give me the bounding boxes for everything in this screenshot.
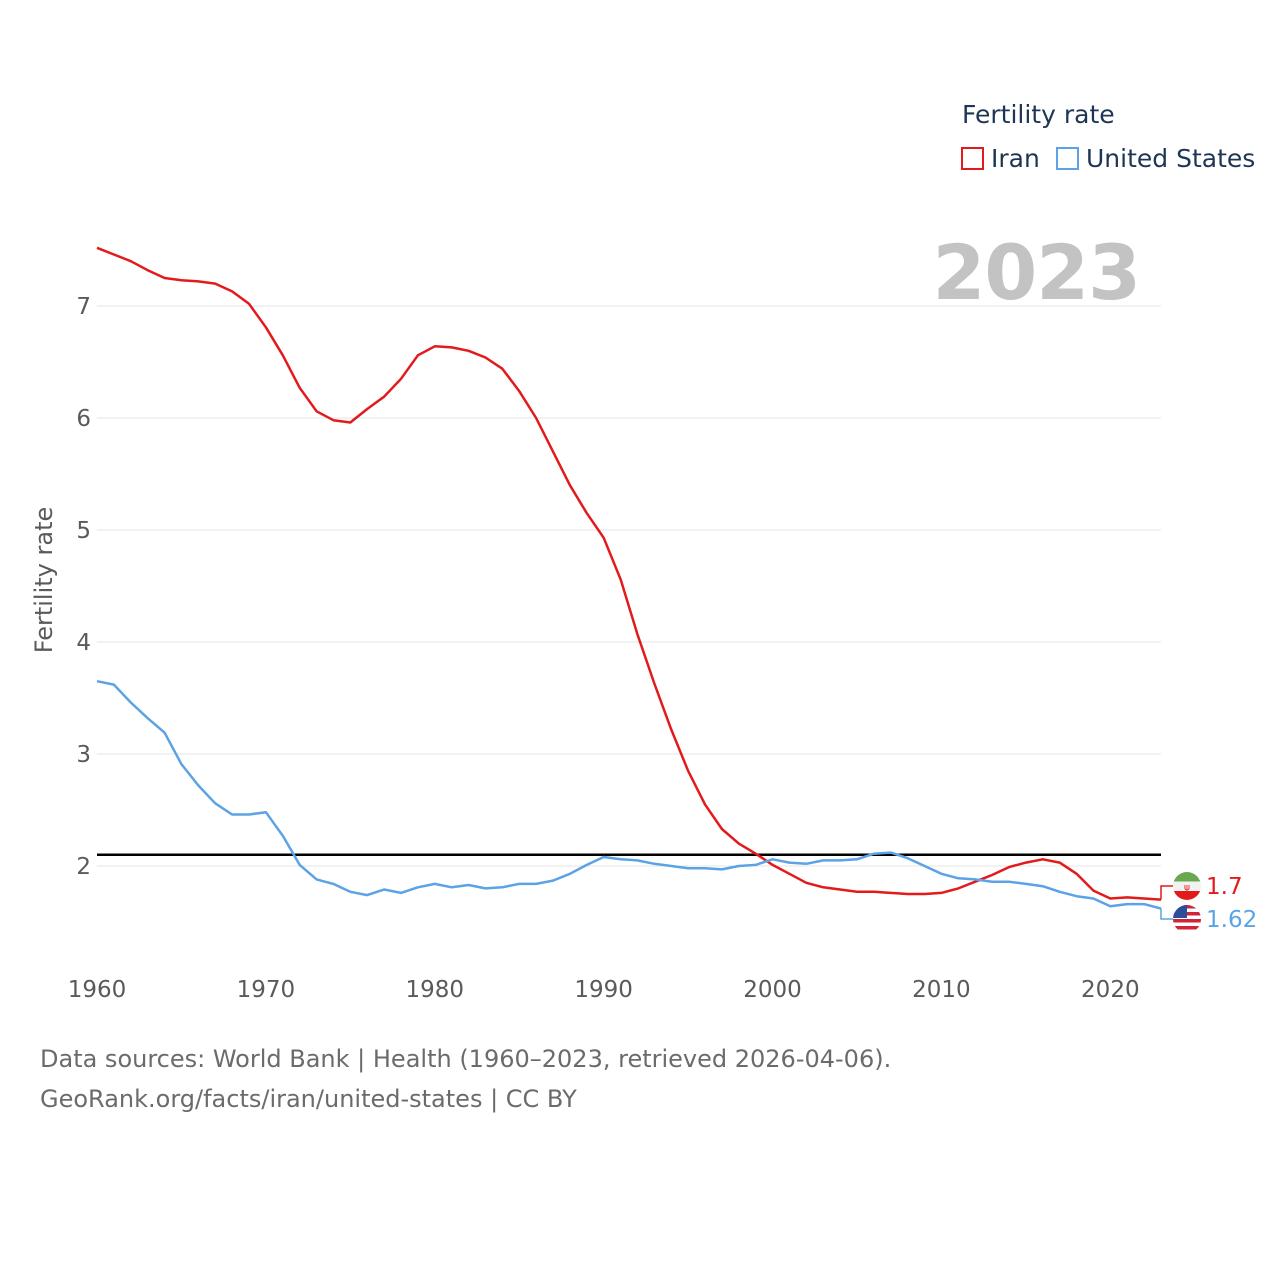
end-value-united-states: 1.62 xyxy=(1206,907,1257,933)
x-tick-label: 1970 xyxy=(237,977,296,1003)
x-tick-label: 2020 xyxy=(1081,977,1140,1003)
y-tick-label: 4 xyxy=(76,630,91,656)
legend-swatch-united-states xyxy=(1056,146,1079,170)
attribution-line[interactable]: GeoRank.org/facts/iran/united-states | C… xyxy=(40,1085,577,1113)
leader-line-united-states xyxy=(1160,908,1173,920)
source-line: Data sources: World Bank | Health (1960–… xyxy=(40,1045,892,1073)
x-tick-label: 1980 xyxy=(406,977,465,1003)
y-axis-ticks: 2 3 4 5 6 7 xyxy=(76,294,91,880)
x-tick-label: 2000 xyxy=(743,977,802,1003)
current-year-label: 2023 xyxy=(932,228,1141,317)
end-value-iran: 1.7 xyxy=(1206,874,1243,900)
legend-swatch-iran xyxy=(961,146,984,170)
series-line-united-states[interactable] xyxy=(96,679,1162,910)
iran-flag-icon: ψ xyxy=(1173,872,1201,900)
x-axis-ticks: 1960 1970 1980 1990 2000 2010 2020 xyxy=(68,977,1140,1003)
end-markers: ψ 1.7 1.62 xyxy=(1160,872,1257,933)
y-tick-label: 7 xyxy=(76,294,91,320)
united-states-flag-icon xyxy=(1173,905,1201,933)
leader-line-iran xyxy=(1160,885,1173,900)
y-tick-label: 5 xyxy=(76,518,91,544)
y-tick-label: 3 xyxy=(76,742,91,768)
y-axis-label: Fertility rate xyxy=(30,507,58,654)
legend-label-iran: Iran xyxy=(991,143,1040,173)
x-tick-label: 2010 xyxy=(912,977,971,1003)
legend-title: Fertility rate xyxy=(962,100,1115,129)
x-tick-label: 1960 xyxy=(68,977,127,1003)
svg-text:ψ: ψ xyxy=(1184,883,1190,893)
series-line-iran[interactable] xyxy=(96,246,1162,901)
grid-lines xyxy=(97,305,1161,867)
x-tick-label: 1990 xyxy=(574,977,633,1003)
legend-item-united-states[interactable]: United States xyxy=(1056,143,1255,173)
legend-item-iran[interactable]: Iran xyxy=(961,143,1040,173)
legend-label-united-states: United States xyxy=(1086,143,1256,173)
y-tick-label: 6 xyxy=(76,406,91,432)
y-tick-label: 2 xyxy=(76,854,91,880)
